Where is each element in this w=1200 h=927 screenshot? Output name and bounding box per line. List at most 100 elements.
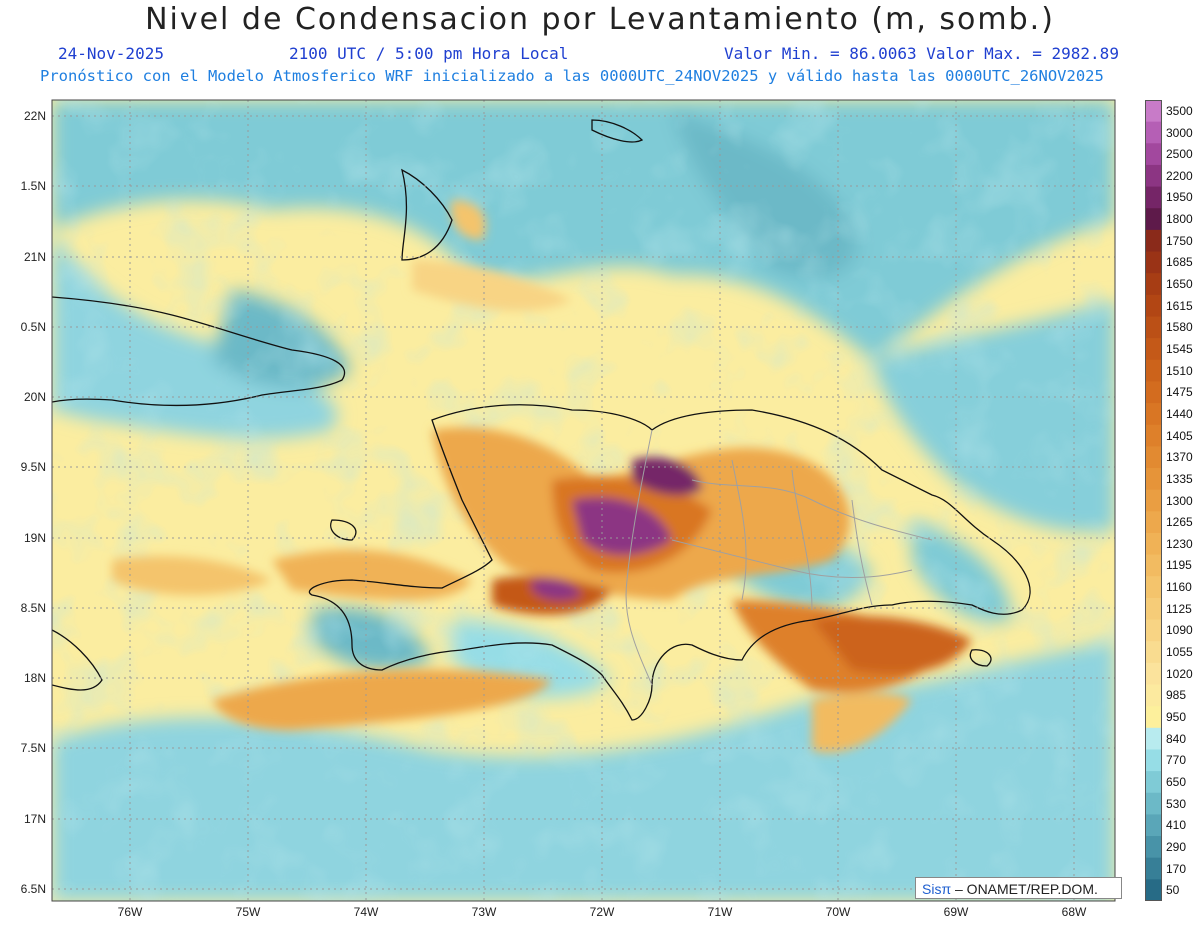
colorbar-label: 770 [1166, 753, 1187, 768]
lon-label: 69W [943, 905, 969, 919]
colorbar-label: 1335 [1166, 471, 1193, 486]
colorbar-swatch [1145, 468, 1162, 491]
lat-label: 6.5N [20, 882, 46, 896]
lon-label: 72W [589, 905, 615, 919]
colorbar-swatch [1145, 879, 1162, 901]
colorbar-label: 840 [1166, 731, 1187, 746]
colorbar-label: 1800 [1166, 212, 1193, 227]
colorbar-label: 1020 [1166, 666, 1193, 681]
lcl-shaded-map [52, 100, 1115, 901]
colorbar-label: 1125 [1166, 601, 1192, 616]
colorbar-labels: 3500 3000 2500 2200 1950 1800 1750 1685 1650 1615… [1164, 100, 1200, 901]
colorbar-swatch [1145, 857, 1162, 880]
colorbar-label: 170 [1166, 861, 1187, 876]
colorbar-label: 1950 [1166, 190, 1193, 205]
colorbar-swatch [1145, 338, 1162, 361]
credit-brand: Sisπ [922, 881, 952, 897]
colorbar-swatch [1145, 100, 1162, 123]
forecast-date: 24-Nov-2025 [58, 44, 164, 63]
colorbar-label: 1055 [1166, 645, 1193, 659]
colorbar-label: 1300 [1166, 493, 1193, 508]
lon-label: 70W [825, 905, 851, 919]
colorbar-label: 1440 [1166, 406, 1193, 421]
lat-label: 21N [23, 250, 46, 264]
colorbar-swatch [1145, 597, 1162, 621]
lon-label: 74W [353, 905, 379, 919]
colorbar-label: 3500 [1166, 103, 1193, 118]
colorbar-label: 1265 [1166, 515, 1193, 530]
page-title: Nivel de Condensacion por Levantamiento … [145, 2, 1055, 37]
lon-label: 73W [471, 905, 497, 919]
colorbar-label: 950 [1166, 710, 1187, 724]
colorbar-swatch [1145, 229, 1162, 253]
lat-label: 17N [23, 812, 46, 826]
colorbar-label: 1160 [1166, 580, 1192, 595]
colorbar-swatch [1145, 532, 1162, 556]
colorbar-label: 1475 [1166, 385, 1193, 400]
colorbar-swatch [1145, 792, 1162, 815]
colorbar-swatch [1145, 619, 1162, 642]
colorbar-swatch [1145, 771, 1162, 794]
colorbar-swatch [1145, 294, 1162, 317]
lat-label: 7.5N [20, 741, 46, 755]
colorbar-label: 2200 [1166, 168, 1193, 183]
colorbar [1145, 100, 1162, 901]
lat-label: 9.5N [20, 460, 46, 474]
lat-label: 1.5N [20, 179, 46, 193]
colorbar-swatch [1145, 186, 1162, 209]
colorbar-swatch [1145, 143, 1162, 166]
colorbar-label: 1650 [1166, 277, 1193, 291]
colorbar-label: 1685 [1166, 255, 1193, 270]
lat-label: 20N [23, 390, 46, 404]
colorbar-label: 410 [1166, 818, 1187, 833]
colorbar-swatch [1145, 727, 1162, 750]
lat-label: 18N [23, 671, 46, 685]
colorbar-swatch [1145, 641, 1162, 664]
colorbar-swatch [1145, 121, 1162, 144]
lon-label: 75W [235, 905, 261, 919]
colorbar-swatch [1145, 576, 1162, 599]
colorbar-swatch [1145, 706, 1162, 729]
colorbar-label: 1510 [1166, 363, 1193, 378]
colorbar-label: 1750 [1166, 233, 1193, 248]
colorbar-swatch [1145, 489, 1162, 512]
colorbar-label: 50 [1166, 883, 1180, 898]
colorbar-label: 650 [1166, 774, 1187, 789]
colorbar-frame [1145, 100, 1162, 901]
lon-label: 71W [707, 905, 733, 919]
colorbar-swatch [1145, 511, 1162, 534]
colorbar-swatch [1145, 403, 1162, 426]
map-area[interactable] [52, 100, 1115, 901]
colorbar-swatch [1145, 424, 1162, 447]
lat-label: 19N [23, 531, 46, 545]
colorbar-label: 1230 [1166, 536, 1193, 551]
colorbar-label: 530 [1166, 796, 1187, 811]
colorbar-swatch [1145, 446, 1162, 469]
lat-label: 0.5N [20, 320, 46, 334]
lat-lon-grid [52, 100, 1115, 901]
colorbar-swatch [1145, 208, 1162, 231]
colorbar-label: 3000 [1166, 125, 1193, 140]
colorbar-label: 1370 [1166, 450, 1193, 465]
credit-text: – ONAMET/REP.DOM. [951, 881, 1098, 897]
colorbar-label: 1090 [1166, 623, 1193, 638]
colorbar-label: 1615 [1166, 298, 1193, 313]
colorbar-label: 985 [1166, 688, 1187, 703]
colorbar-swatch [1145, 684, 1162, 707]
colorbar-swatch [1145, 554, 1162, 577]
colorbar-label: 1545 [1166, 342, 1193, 356]
colorbar-swatch [1145, 164, 1162, 188]
colorbar-label: 1580 [1166, 320, 1193, 335]
lat-label: 8.5N [20, 601, 46, 615]
colorbar-label: 2500 [1166, 147, 1193, 162]
lat-label: 22N [23, 109, 46, 123]
lon-label: 76W [117, 905, 143, 919]
colorbar-swatch [1145, 662, 1162, 686]
colorbar-label: 1195 [1166, 558, 1192, 573]
colorbar-label: 1405 [1166, 428, 1193, 443]
lon-label: 68W [1061, 905, 1087, 919]
colorbar-swatch [1145, 381, 1162, 404]
colorbar-swatch [1145, 251, 1162, 274]
forecast-description: Pronóstico con el Modelo Atmosferico WRF… [40, 67, 1104, 85]
